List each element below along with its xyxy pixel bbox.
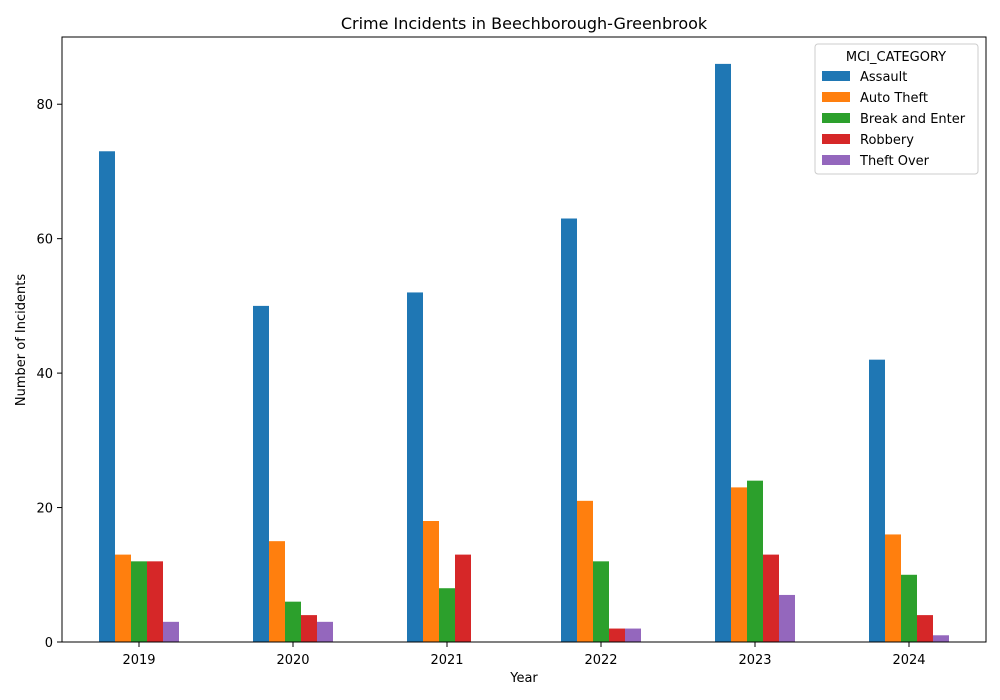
x-tick-label: 2024 (892, 653, 925, 668)
plot-frame (61, 36, 987, 643)
x-tick-label: 2022 (584, 653, 617, 668)
legend-label: Break and Enter (860, 112, 966, 127)
x-tick-label: 2023 (738, 653, 771, 668)
bar-break-and-enter-2023 (747, 480, 763, 642)
bar-auto-theft-2024 (885, 534, 901, 642)
bar-break-and-enter-2019 (131, 561, 147, 642)
bar-assault-2024 (869, 359, 885, 642)
bar-auto-theft-2021 (423, 521, 439, 642)
x-tick-label: 2020 (276, 653, 309, 668)
bar-assault-2022 (561, 218, 577, 642)
y-axis: 0 20 40 60 80 (36, 98, 62, 651)
legend-label: Robbery (860, 133, 914, 148)
bar-robbery-2021 (455, 554, 471, 642)
bar-assault-2020 (253, 305, 269, 642)
bar-theft-over-2019 (163, 621, 179, 642)
y-tick-label: 40 (36, 367, 53, 382)
legend: MCI_CATEGORY Assault Auto Theft Break and … (814, 43, 979, 175)
bar-assault-2023 (715, 63, 731, 642)
bar-auto-theft-2023 (731, 487, 747, 642)
y-tick-label: 60 (36, 233, 53, 248)
bar-assault-2019 (99, 151, 115, 642)
x-axis-label: Year (509, 671, 538, 686)
legend-box (814, 43, 979, 175)
bar-robbery-2022 (609, 628, 625, 642)
chart-title: Crime Incidents in Beechborough-Greenbro… (341, 14, 708, 33)
legend-swatch-robbery (822, 134, 850, 144)
bar-theft-over-2022 (625, 628, 641, 642)
legend-swatch-theft-over (822, 155, 850, 165)
bar-break-and-enter-2022 (593, 561, 609, 642)
bar-robbery-2024 (917, 615, 933, 642)
bars-group (99, 63, 949, 642)
legend-label: Auto Theft (860, 91, 928, 106)
bar-robbery-2019 (147, 561, 163, 642)
bar-auto-theft-2022 (577, 500, 593, 642)
legend-swatch-assault (822, 71, 850, 81)
y-tick-label: 80 (36, 98, 53, 113)
x-tick-label: 2021 (430, 653, 463, 668)
bar-robbery-2020 (301, 615, 317, 642)
bar-break-and-enter-2021 (439, 588, 455, 642)
legend-label: Theft Over (859, 154, 930, 169)
bar-theft-over-2020 (317, 621, 333, 642)
bar-assault-2021 (407, 292, 423, 642)
legend-label: Assault (860, 70, 907, 85)
y-tick-label: 0 (45, 636, 53, 651)
bar-break-and-enter-2024 (901, 574, 917, 642)
legend-items: Assault Auto Theft Break and Enter Robbery T… (822, 70, 966, 169)
bar-theft-over-2024 (933, 635, 949, 642)
legend-title: MCI_CATEGORY (846, 50, 946, 65)
bar-break-and-enter-2020 (285, 601, 301, 642)
legend-swatch-break-and-enter (822, 113, 850, 123)
bar-theft-over-2023 (779, 594, 795, 642)
x-tick-label: 2019 (122, 653, 155, 668)
bar-auto-theft-2020 (269, 541, 285, 642)
y-axis-label: Number of Incidents (14, 274, 29, 406)
x-axis: 2019 2020 2021 2022 2023 2024 (122, 642, 926, 668)
bar-auto-theft-2019 (115, 554, 131, 642)
y-tick-label: 20 (36, 502, 53, 517)
bar-robbery-2023 (763, 554, 779, 642)
legend-swatch-auto-theft (822, 92, 850, 102)
